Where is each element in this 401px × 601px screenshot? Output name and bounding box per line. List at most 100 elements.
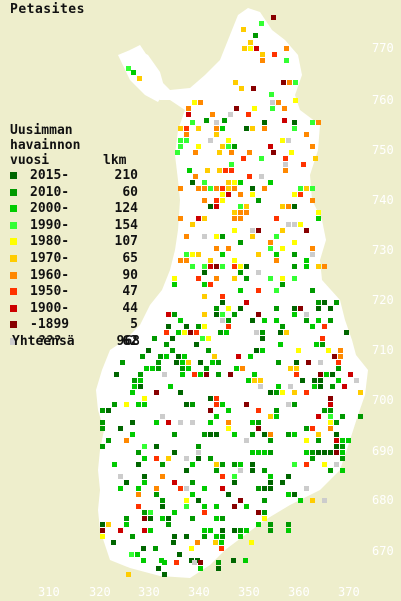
x-tick-label: 360 — [288, 585, 310, 599]
observation-square — [286, 402, 291, 407]
observation-square — [159, 558, 164, 563]
observation-square — [310, 246, 315, 251]
observation-square — [282, 118, 287, 123]
observation-square — [192, 372, 197, 377]
observation-square — [180, 360, 185, 365]
observation-square — [196, 216, 201, 221]
observation-square — [222, 118, 227, 123]
observation-square — [174, 560, 179, 565]
observation-square — [214, 534, 219, 539]
observation-square — [288, 366, 293, 371]
observation-square — [234, 106, 239, 111]
legend-item: 1980- 107 — [10, 234, 138, 251]
observation-square — [328, 420, 333, 425]
observation-square — [286, 474, 291, 479]
observation-square — [336, 366, 341, 371]
observation-square — [226, 318, 231, 323]
observation-square — [334, 432, 339, 437]
observation-square — [260, 58, 265, 63]
y-tick-label: 730 — [372, 243, 394, 257]
observation-square — [340, 438, 345, 443]
observation-square — [150, 366, 155, 371]
observation-square — [214, 468, 219, 473]
observation-square — [220, 300, 225, 305]
observation-square — [256, 420, 261, 425]
observation-square — [220, 516, 225, 521]
observation-square — [258, 384, 263, 389]
observation-square — [340, 456, 345, 461]
observation-square — [214, 126, 219, 131]
observation-square — [156, 366, 161, 371]
observation-square — [268, 474, 273, 479]
legend-swatch — [10, 238, 17, 246]
observation-square — [178, 390, 183, 395]
observation-square — [247, 174, 252, 179]
observation-square — [262, 186, 267, 191]
observation-square — [214, 276, 219, 281]
legend-item: ??? 62 — [10, 334, 138, 351]
observation-square — [292, 306, 297, 311]
observation-square — [268, 276, 273, 281]
observation-square — [220, 192, 225, 197]
observation-square — [111, 540, 116, 545]
legend-item-count: 210 — [114, 168, 138, 183]
legend: Uusimman havainnon vuosi lkm 2015- 210 201… — [10, 123, 138, 351]
observation-square — [289, 150, 294, 155]
observation-square — [238, 288, 243, 293]
observation-square — [296, 348, 301, 353]
observation-square — [318, 378, 323, 383]
observation-square — [238, 216, 243, 221]
observation-square — [286, 204, 291, 209]
observation-square — [220, 252, 225, 257]
legend-item: 2015- 210 — [10, 168, 138, 185]
legend-swatch — [10, 337, 17, 345]
observation-square — [202, 294, 207, 299]
observation-square — [190, 480, 195, 485]
observation-square — [226, 246, 231, 251]
observation-square — [316, 306, 321, 311]
map-title: Petasites — [10, 2, 85, 17]
observation-square — [268, 528, 273, 533]
observation-square — [177, 552, 182, 557]
observation-square — [304, 438, 309, 443]
observation-square — [124, 516, 129, 521]
observation-square — [232, 480, 237, 485]
observation-square — [208, 204, 213, 209]
observation-square — [304, 450, 309, 455]
observation-square — [190, 264, 195, 269]
observation-square — [262, 498, 267, 503]
observation-square — [226, 324, 231, 329]
observation-square — [340, 444, 345, 449]
observation-square — [158, 354, 163, 359]
observation-square — [256, 450, 261, 455]
observation-square — [270, 100, 275, 105]
observation-square — [322, 264, 327, 269]
y-tick-label: 770 — [372, 41, 394, 55]
observation-square — [112, 462, 117, 467]
observation-square — [214, 414, 219, 419]
observation-square — [238, 210, 243, 215]
observation-square — [304, 258, 309, 263]
observation-square — [262, 318, 267, 323]
observation-square — [318, 360, 323, 365]
observation-square — [304, 462, 309, 467]
observation-square — [232, 312, 237, 317]
observation-square — [190, 420, 195, 425]
observation-square — [244, 210, 249, 215]
observation-square — [152, 336, 157, 341]
observation-square — [187, 168, 192, 173]
observation-square — [238, 462, 243, 467]
observation-square — [204, 372, 209, 377]
observation-square — [202, 216, 207, 221]
observation-square — [238, 204, 243, 209]
observation-square — [100, 408, 105, 413]
observation-square — [310, 426, 315, 431]
observation-square — [142, 510, 147, 515]
observation-square — [250, 420, 255, 425]
observation-square — [272, 52, 277, 57]
observation-square — [274, 390, 279, 395]
observation-square — [259, 156, 264, 161]
observation-square — [280, 204, 285, 209]
observation-square — [254, 348, 259, 353]
